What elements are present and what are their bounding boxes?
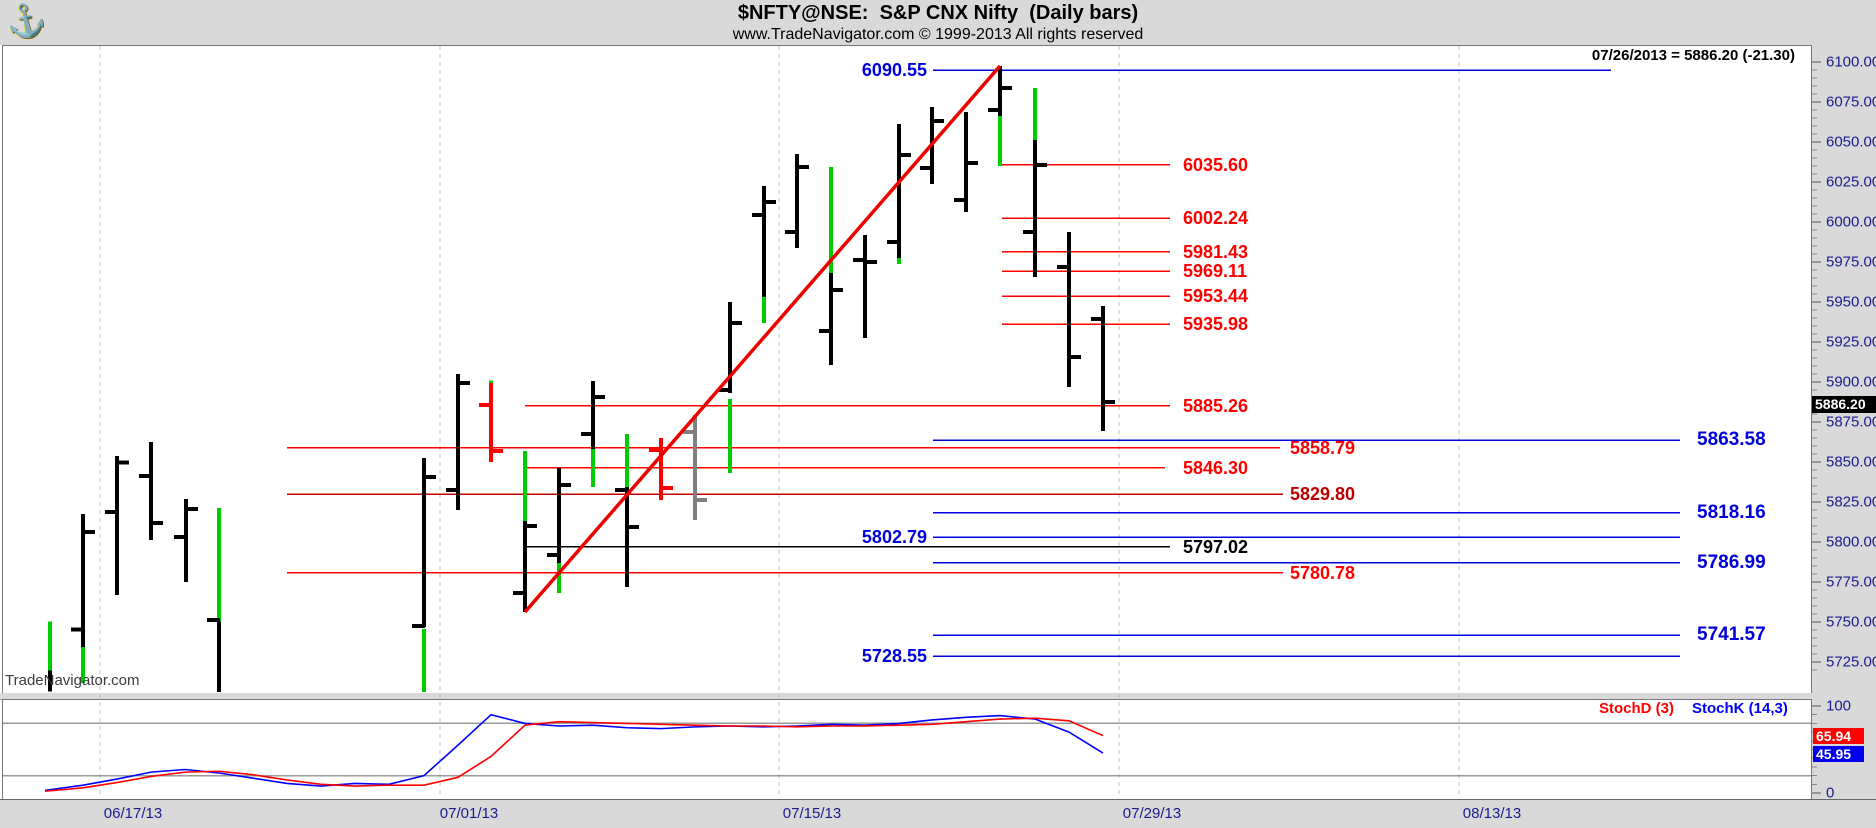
stochk-value-badge: 45.95 — [1813, 746, 1864, 762]
chart-subtitle: www.TradeNavigator.com © 1999-2013 All r… — [732, 26, 1144, 43]
price-axis-label: 5775.00 — [1826, 573, 1876, 591]
stochd-line — [44, 717, 1104, 793]
date-axis-label: 07/29/13 — [1122, 805, 1182, 822]
level-label-5728.55: 5728.55 — [861, 646, 927, 667]
price-axis-label: 6075.00 — [1826, 93, 1876, 111]
price-axis-label: 6000.00 — [1826, 213, 1876, 231]
stochk-line — [44, 713, 1104, 792]
price-axis-label: 5975.00 — [1826, 253, 1876, 271]
level-label-5969.11: 5969.11 — [1183, 261, 1248, 282]
cursor-date-readout: 07/26/2013 = 5886.20 (-21.30) — [1591, 47, 1795, 64]
price-axis-label: 5875.00 — [1826, 413, 1876, 431]
price-axis-label: 6050.00 — [1826, 133, 1876, 151]
legend-stochk[interactable]: StochK (14,3) — [1692, 700, 1788, 717]
date-axis-strip — [0, 799, 1876, 828]
chart-title: $NFTY@NSE: S&P CNX Nifty (Daily bars) — [737, 2, 1139, 24]
legend-stochd[interactable]: StochD (3) — [1599, 700, 1674, 717]
price-axis-label: 5950.00 — [1826, 293, 1876, 311]
level-label-5858.79: 5858.79 — [1290, 437, 1356, 458]
price-axis-label: 5725.00 — [1826, 653, 1876, 671]
price-axis-label: 5800.00 — [1826, 533, 1876, 551]
level-label-5780.78: 5780.78 — [1290, 562, 1356, 583]
level-label-6090.55: 6090.55 — [861, 60, 927, 80]
stoch-axis-label: 0 — [1826, 784, 1835, 802]
price-axis-label: 5925.00 — [1826, 333, 1876, 351]
level-label-5953.44: 5953.44 — [1183, 286, 1249, 307]
level-label-5981.43: 5981.43 — [1183, 241, 1249, 262]
level-label-5885.26: 5885.26 — [1183, 395, 1249, 416]
price-axis-label: 5850.00 — [1826, 453, 1876, 471]
title-band — [0, 0, 1876, 45]
last-price-badge: 5886.20 — [1812, 396, 1876, 413]
level-label-5786.99: 5786.99 — [1697, 551, 1766, 573]
stochd-value-badge: 65.94 — [1813, 728, 1864, 744]
date-axis-label: 08/13/13 — [1462, 805, 1522, 822]
level-label-5935.98: 5935.98 — [1183, 314, 1249, 335]
level-label-5829.80: 5829.80 — [1290, 484, 1356, 505]
date-axis-label: 07/15/13 — [782, 805, 842, 822]
price-axis-label: 5900.00 — [1826, 373, 1876, 391]
level-label-6035.60: 6035.60 — [1183, 154, 1249, 175]
stoch-axis-label: 100 — [1826, 697, 1852, 715]
watermark: TradeNavigator.com — [5, 672, 140, 689]
price-axis-label: 5750.00 — [1826, 613, 1876, 631]
trend-line[interactable] — [523, 64, 1002, 614]
price-axis-label: 6100.00 — [1826, 53, 1876, 71]
level-label-5741.57: 5741.57 — [1697, 624, 1766, 646]
price-axis-label: 5825.00 — [1826, 493, 1876, 511]
date-axis-label: 07/01/13 — [439, 805, 499, 822]
level-label-5802.79: 5802.79 — [861, 527, 927, 548]
price-axis-strip — [1812, 45, 1876, 799]
level-label-5863.58: 5863.58 — [1697, 429, 1766, 451]
level-label-5797.02: 5797.02 — [1183, 536, 1249, 557]
price-axis-label: 6025.00 — [1826, 173, 1876, 191]
level-label-6002.24: 6002.24 — [1183, 208, 1249, 229]
level-label-5846.30: 5846.30 — [1183, 457, 1249, 478]
level-label-5818.16: 5818.16 — [1697, 501, 1766, 523]
date-axis-label: 06/17/13 — [103, 805, 163, 822]
